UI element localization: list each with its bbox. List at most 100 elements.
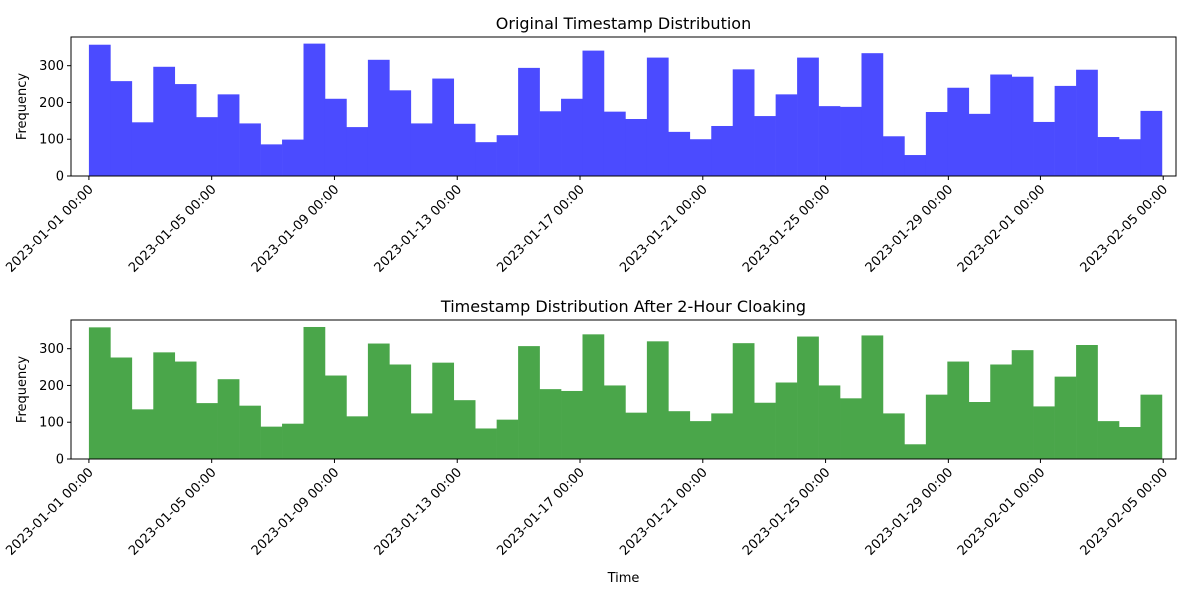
bottom-bar-33 bbox=[797, 336, 819, 459]
bottom-y-axis-label: Frequency bbox=[15, 356, 30, 423]
top-bar-34 bbox=[818, 106, 841, 176]
top-chart-title: Original Timestamp Distribution bbox=[496, 14, 751, 33]
bottom-bar-13 bbox=[367, 343, 390, 459]
top-bar-5 bbox=[196, 117, 218, 176]
top-y-tick-label: 0 bbox=[56, 170, 64, 185]
bottom-bar-34 bbox=[818, 385, 841, 459]
top-bar-49 bbox=[1140, 110, 1163, 176]
top-y-ticks: 0 100 200 300 bbox=[39, 59, 71, 185]
bottom-bar-45 bbox=[1054, 376, 1077, 459]
bottom-y-tick-label: 300 bbox=[39, 342, 64, 357]
bottom-bar-38 bbox=[904, 444, 927, 459]
bottom-bar-28 bbox=[689, 421, 712, 459]
top-bar-27 bbox=[668, 131, 691, 176]
bottom-bar-43 bbox=[1011, 350, 1034, 459]
top-bar-33 bbox=[797, 57, 819, 177]
top-bar-25 bbox=[625, 119, 648, 176]
top-bar-47 bbox=[1097, 137, 1120, 176]
bottom-bar-42 bbox=[990, 364, 1013, 459]
top-bar-22 bbox=[561, 98, 583, 176]
top-bar-43 bbox=[1011, 76, 1034, 176]
top-bar-45 bbox=[1054, 85, 1077, 176]
top-bar-19 bbox=[496, 135, 519, 176]
top-bar-29 bbox=[711, 125, 734, 176]
bottom-bar-36 bbox=[861, 335, 884, 459]
top-y-tick-label: 100 bbox=[39, 133, 64, 148]
top-bar-35 bbox=[840, 106, 862, 176]
bottom-bar-23 bbox=[582, 334, 605, 459]
bottom-bar-44 bbox=[1033, 406, 1055, 459]
bottom-bar-22 bbox=[561, 390, 583, 459]
bottom-bar-24 bbox=[603, 385, 626, 459]
top-bar-40 bbox=[947, 87, 970, 176]
bottom-bar-9 bbox=[282, 423, 304, 459]
bottom-bar-10 bbox=[303, 326, 326, 459]
bottom-bar-2 bbox=[131, 409, 154, 459]
top-bar-30 bbox=[732, 69, 755, 176]
bottom-bar-26 bbox=[646, 341, 669, 459]
top-bar-23 bbox=[582, 50, 605, 176]
top-bar-6 bbox=[217, 94, 240, 176]
top-bar-0 bbox=[88, 44, 111, 176]
bottom-bar-41 bbox=[968, 402, 991, 459]
top-bar-2 bbox=[131, 122, 154, 176]
top-bar-18 bbox=[475, 142, 497, 176]
top-bar-20 bbox=[518, 67, 540, 176]
bottom-bar-31 bbox=[754, 402, 776, 459]
top-bar-11 bbox=[324, 98, 347, 176]
top-bar-9 bbox=[282, 139, 304, 176]
bottom-bar-21 bbox=[539, 389, 562, 459]
bottom-bar-5 bbox=[196, 403, 218, 459]
top-bar-41 bbox=[968, 113, 991, 176]
bottom-bar-7 bbox=[239, 405, 261, 459]
bottom-bar-1 bbox=[110, 357, 133, 459]
top-bar-1 bbox=[110, 81, 133, 176]
top-bar-42 bbox=[990, 74, 1013, 176]
top-bar-3 bbox=[153, 66, 176, 176]
bottom-bars bbox=[88, 326, 1163, 459]
bottom-bar-18 bbox=[475, 428, 497, 459]
top-y-axis-label: Frequency bbox=[15, 73, 30, 140]
top-bar-24 bbox=[603, 111, 626, 176]
bottom-bar-48 bbox=[1119, 427, 1141, 459]
bottom-y-tick-label: 200 bbox=[39, 379, 64, 394]
bottom-bar-32 bbox=[775, 382, 798, 459]
top-bar-26 bbox=[646, 57, 669, 177]
bottom-chart-title: Timestamp Distribution After 2-Hour Cloa… bbox=[440, 297, 806, 316]
bottom-y-tick-label: 0 bbox=[56, 453, 64, 468]
top-bar-28 bbox=[689, 139, 712, 176]
top-bar-16 bbox=[432, 78, 455, 176]
bottom-bar-49 bbox=[1140, 394, 1163, 459]
top-y-tick-label: 300 bbox=[39, 59, 64, 74]
bottom-bar-35 bbox=[840, 398, 862, 459]
bottom-axes-frame bbox=[70, 319, 1177, 460]
top-y-tick-label: 200 bbox=[39, 96, 64, 111]
top-bar-4 bbox=[174, 84, 197, 176]
bottom-bar-27 bbox=[668, 411, 691, 459]
bottom-bar-11 bbox=[324, 375, 347, 459]
bottom-bar-46 bbox=[1076, 345, 1098, 459]
bottom-bar-16 bbox=[432, 362, 455, 459]
bottom-y-tick-label: 100 bbox=[39, 416, 64, 431]
bottom-bar-25 bbox=[625, 412, 648, 459]
bottom-bar-30 bbox=[732, 343, 755, 459]
bottom-bar-15 bbox=[410, 413, 433, 459]
bottom-bar-4 bbox=[174, 361, 197, 459]
top-bar-48 bbox=[1119, 139, 1141, 176]
bottom-bar-3 bbox=[153, 352, 176, 459]
bottom-bar-47 bbox=[1097, 421, 1120, 459]
bottom-bar-29 bbox=[711, 413, 734, 459]
top-bar-38 bbox=[904, 155, 927, 176]
top-bar-14 bbox=[389, 90, 412, 176]
top-bar-15 bbox=[410, 123, 433, 176]
top-bar-46 bbox=[1076, 69, 1098, 176]
bottom-x-axis-label: Time bbox=[607, 571, 640, 586]
top-bar-36 bbox=[861, 53, 884, 176]
bottom-bar-14 bbox=[389, 364, 412, 459]
bottom-bar-8 bbox=[260, 426, 283, 459]
top-bar-37 bbox=[882, 136, 905, 176]
bottom-bar-12 bbox=[346, 416, 369, 459]
bottom-y-ticks: 0 100 200 300 bbox=[39, 342, 71, 468]
top-bar-32 bbox=[775, 94, 798, 176]
